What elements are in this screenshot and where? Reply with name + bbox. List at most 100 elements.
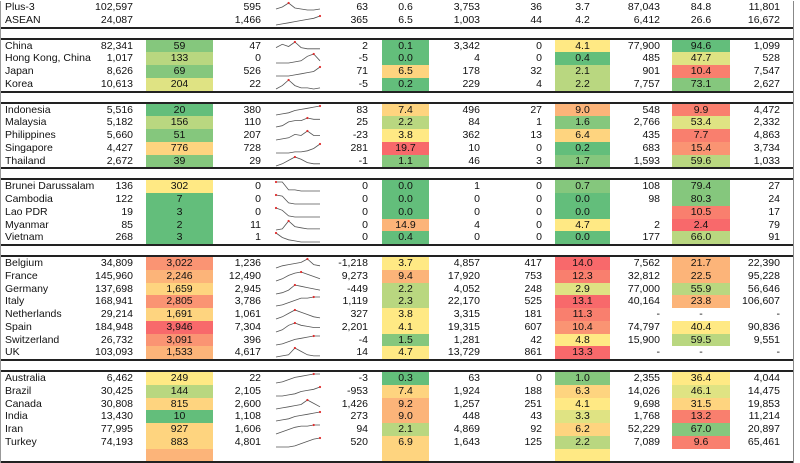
new-cases-cell[interactable]: 1,691 <box>146 308 213 321</box>
recovery-rate-cell[interactable]: 23.8 <box>672 295 730 308</box>
value-cell[interactable]: 1,033 <box>753 154 780 167</box>
value-cell[interactable]: 74,797 <box>627 320 660 333</box>
value-cell[interactable]: 528 <box>762 52 780 65</box>
value-cell[interactable]: 683 <box>642 141 660 154</box>
growth-rate-cell[interactable]: 0.1 <box>382 39 429 53</box>
growth-rate-cell[interactable]: 0.6 <box>382 1 429 14</box>
value-cell[interactable]: 0 <box>536 180 542 193</box>
value-cell[interactable]: 0 <box>362 218 368 231</box>
value-cell[interactable]: 0 <box>536 205 542 218</box>
growth-rate-cell[interactable]: 0.2 <box>382 77 429 91</box>
fatality-rate-cell[interactable]: 2.2 <box>555 77 610 91</box>
value-cell[interactable]: 0 <box>362 231 368 244</box>
value-cell[interactable]: 32 <box>530 65 542 77</box>
value-cell[interactable]: 91 <box>768 231 780 244</box>
value-cell[interactable]: 4,044 <box>753 372 780 384</box>
growth-rate-cell[interactable]: 0.0 <box>382 180 429 193</box>
fatality-rate-cell[interactable]: 13.1 <box>555 295 610 308</box>
value-cell[interactable]: 3,786 <box>234 295 261 308</box>
growth-rate-cell[interactable]: 4.1 <box>382 320 429 334</box>
value-cell[interactable]: 14 <box>356 346 368 359</box>
value-cell[interactable]: 3,342 <box>453 39 480 52</box>
value-cell[interactable]: 1 <box>536 116 542 129</box>
growth-rate-cell[interactable]: 0.3 <box>382 372 429 385</box>
growth-rate-cell[interactable]: 9.0 <box>382 410 429 423</box>
value-cell[interactable]: 7,089 <box>633 435 660 448</box>
fatality-rate-cell[interactable]: 2.1 <box>555 65 610 78</box>
value-cell[interactable]: 365 <box>350 13 368 26</box>
value-cell[interactable] <box>611 449 660 462</box>
value-cell[interactable]: 85 <box>121 218 133 231</box>
value-cell[interactable]: -3 <box>358 372 368 384</box>
value-cell[interactable]: 1,119 <box>342 295 369 308</box>
value-cell[interactable]: 137,698 <box>95 282 133 295</box>
value-cell[interactable]: 24 <box>768 193 780 205</box>
fatality-rate-cell[interactable]: 3.3 <box>555 410 610 423</box>
value-cell[interactable]: 1,003 <box>453 13 480 26</box>
fatality-rate-cell[interactable]: 12.3 <box>555 269 610 283</box>
value-cell[interactable]: 0 <box>536 372 542 384</box>
new-cases-cell[interactable]: 156 <box>146 116 213 129</box>
fatality-rate-cell[interactable]: 2.2 <box>555 435 610 449</box>
value-cell[interactable]: 7,547 <box>753 65 780 77</box>
value-cell[interactable]: - <box>656 346 661 359</box>
value-cell[interactable]: 12,490 <box>228 269 261 282</box>
value-cell[interactable]: 448 <box>462 410 480 423</box>
recovery-rate-cell[interactable]: 59.6 <box>672 154 730 168</box>
recovery-rate-cell[interactable]: 79.4 <box>672 180 730 193</box>
country-name-cell[interactable]: Myanmar <box>5 218 49 231</box>
value-cell[interactable]: 13,729 <box>447 346 480 359</box>
value-cell[interactable]: 87,043 <box>627 1 660 13</box>
fatality-rate-cell[interactable]: 1.7 <box>555 154 610 168</box>
value-cell[interactable]: 4,863 <box>753 129 780 141</box>
recovery-rate-cell[interactable]: 26.6 <box>672 13 730 27</box>
value-cell[interactable] <box>731 449 780 462</box>
value-cell[interactable]: 380 <box>243 103 261 116</box>
value-cell[interactable]: 1,426 <box>341 397 368 410</box>
value-cell[interactable]: 273 <box>350 410 368 423</box>
value-cell[interactable]: 94 <box>356 423 368 435</box>
country-name-cell[interactable]: Japan <box>5 65 34 77</box>
value-cell[interactable]: 0 <box>536 218 542 231</box>
value-cell[interactable]: 14,475 <box>747 384 780 397</box>
value-cell[interactable]: 5,660 <box>106 129 133 141</box>
growth-rate-cell[interactable]: 0.4 <box>382 231 429 244</box>
recovery-rate-cell[interactable]: 46.1 <box>672 384 730 398</box>
value-cell[interactable]: 46 <box>468 154 480 167</box>
recovery-rate-cell[interactable]: 84.8 <box>672 1 730 14</box>
country-name-cell[interactable]: Thailand <box>5 154 46 167</box>
value-cell[interactable]: 0 <box>536 193 542 205</box>
country-name-cell[interactable]: Plus-3 <box>5 1 35 13</box>
new-cases-cell[interactable]: 133 <box>146 52 213 65</box>
value-cell[interactable]: 901 <box>642 65 660 77</box>
value-cell[interactable]: 4 <box>536 77 542 90</box>
value-cell[interactable]: 90,836 <box>747 320 780 333</box>
value-cell[interactable]: 2,627 <box>753 77 780 90</box>
country-name-cell[interactable]: Korea <box>5 77 34 90</box>
value-cell[interactable]: 1 <box>255 231 261 244</box>
country-name-cell[interactable]: Singapore <box>5 141 53 154</box>
value-cell[interactable]: 327 <box>350 308 368 320</box>
growth-rate-cell[interactable]: 7.4 <box>382 384 429 398</box>
value-cell[interactable]: 108 <box>642 180 660 193</box>
value-cell[interactable]: 0 <box>362 205 368 218</box>
new-cases-cell[interactable]: 7 <box>146 193 213 206</box>
value-cell[interactable]: 84 <box>468 116 480 129</box>
value-cell[interactable]: 3,734 <box>753 141 780 154</box>
value-cell[interactable]: -5 <box>358 52 368 65</box>
value-cell[interactable]: 102,597 <box>95 1 133 13</box>
value-cell[interactable]: 145,960 <box>95 269 133 282</box>
value-cell[interactable]: 27 <box>768 180 780 193</box>
growth-rate-cell[interactable]: 0.0 <box>382 193 429 206</box>
value-cell[interactable]: 30,808 <box>100 397 133 410</box>
fatality-rate-cell[interactable]: 6.4 <box>555 129 610 142</box>
country-name-cell[interactable]: Netherlands <box>5 308 62 320</box>
value-cell[interactable]: 25 <box>356 116 368 129</box>
new-cases-cell[interactable]: 2 <box>146 218 213 232</box>
value-cell[interactable]: 20,897 <box>747 423 780 435</box>
value-cell[interactable]: 1,643 <box>453 435 480 448</box>
growth-rate-cell[interactable] <box>382 448 429 462</box>
growth-rate-cell[interactable]: 2.3 <box>382 295 429 308</box>
new-cases-cell[interactable] <box>146 13 213 27</box>
country-name-cell[interactable]: UK <box>5 346 20 359</box>
